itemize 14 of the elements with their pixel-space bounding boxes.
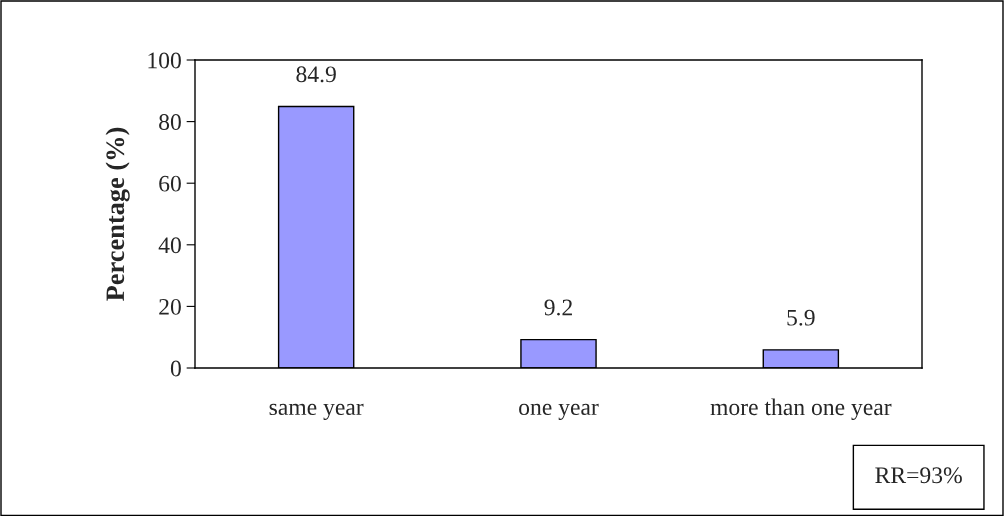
data-label: 84.9 — [296, 66, 336, 83]
data-label: 9.2 — [544, 299, 572, 316]
y-axis-title: Percentage (%) — [105, 127, 130, 301]
y-tick-label: 20 — [159, 298, 181, 315]
text: RR=93% — [875, 467, 962, 484]
y-tick-label: 40 — [158, 237, 181, 254]
x-tick-label: same year — [269, 403, 364, 420]
y-tick-label: 0 — [170, 360, 181, 377]
data-label: 5.9 — [787, 309, 815, 326]
x-tick-label: more than one year — [710, 398, 892, 421]
y-tick-label: 100 — [148, 52, 181, 69]
y-tick-label: 60 — [159, 175, 181, 192]
y-tick-label: 80 — [159, 114, 181, 131]
x-tick-label: one year — [519, 403, 599, 420]
